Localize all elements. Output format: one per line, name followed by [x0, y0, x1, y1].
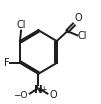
- Text: Cl: Cl: [16, 20, 26, 30]
- Text: +: +: [40, 85, 46, 94]
- Text: O: O: [49, 90, 57, 100]
- Text: O: O: [75, 13, 83, 23]
- Text: Cl: Cl: [78, 31, 87, 41]
- Text: F: F: [4, 58, 9, 68]
- Text: −O: −O: [13, 91, 28, 100]
- Text: N: N: [34, 85, 43, 95]
